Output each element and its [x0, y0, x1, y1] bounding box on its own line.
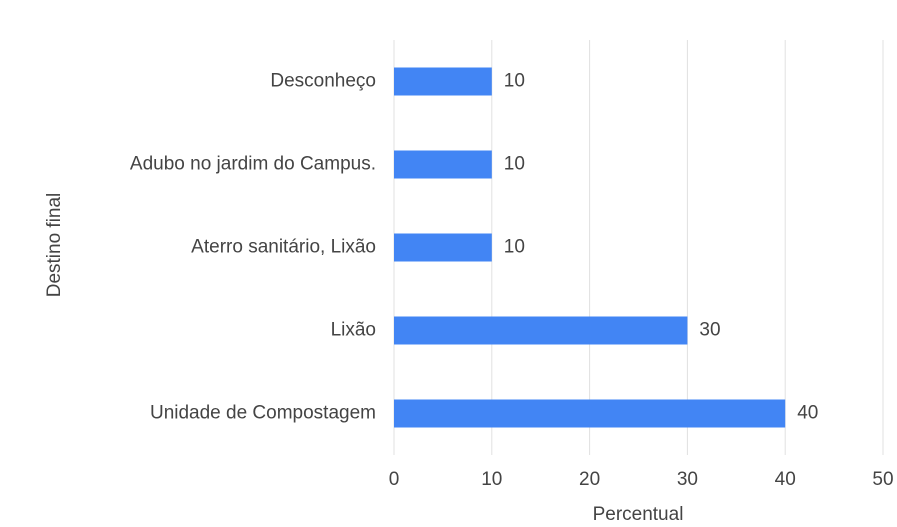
bar: [394, 67, 492, 96]
y-tick-label: Desconheço: [270, 71, 376, 92]
y-tick-label: Aterro sanitário, Lixão: [191, 237, 376, 258]
y-tick-label: Lixão: [331, 320, 376, 341]
data-label: 10: [504, 154, 525, 175]
x-tick-label: 30: [677, 469, 698, 490]
x-tick-label: 10: [481, 469, 502, 490]
data-label: 30: [699, 320, 720, 341]
y-tick-label: Unidade de Compostagem: [150, 403, 376, 424]
data-label: 10: [504, 237, 525, 258]
bar: [394, 150, 492, 179]
x-tick-label: 20: [579, 469, 600, 490]
x-tick-label: 40: [775, 469, 796, 490]
x-axis-label: Percentual: [593, 504, 684, 525]
bar: [394, 316, 688, 345]
data-label: 40: [797, 403, 818, 424]
y-tick-label: Adubo no jardim do Campus.: [130, 154, 376, 175]
bar: [394, 233, 492, 262]
y-axis-label: Destino final: [44, 193, 65, 298]
data-label: 10: [504, 71, 525, 92]
bar: [394, 399, 786, 428]
x-tick-label: 50: [872, 469, 893, 490]
x-tick-label: 0: [389, 469, 400, 490]
